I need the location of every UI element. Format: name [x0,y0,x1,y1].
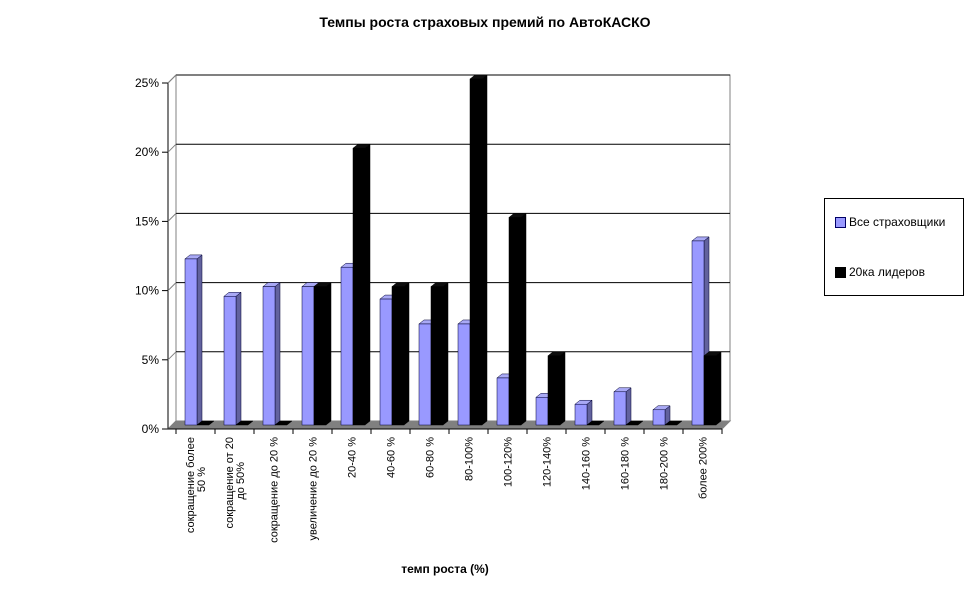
legend-item-all-insurers: Все страховщики [835,215,945,229]
bar [391,286,405,426]
y-tick-label: 10% [135,284,159,298]
bar [535,397,549,426]
y-tick-depth-edge [167,351,177,361]
bar [469,78,483,426]
bar-zero [586,420,605,426]
y-tick-depth-edge [167,282,177,291]
x-category-label: 140-160 % [581,437,593,490]
bar [613,391,627,426]
bar [457,323,471,426]
bar-side [520,212,527,426]
y-tick-label: 25% [135,76,159,90]
bar [301,286,315,426]
bar [574,403,588,426]
x-category-label: 40-60 % [386,437,398,478]
bar-side [364,143,371,426]
bar-zero [664,420,683,426]
x-category-label: 80-100% [464,437,476,481]
chart-back-wall [175,74,731,422]
x-category-label: 120-140% [542,437,554,487]
bar-side [625,387,632,426]
bar-zero [274,420,293,426]
bar-side [235,291,242,426]
bar-side [481,74,488,426]
bar-side [715,351,722,426]
x-category-label: сокращение более50 % [185,437,208,533]
legend-swatch-top20 [835,266,846,278]
bar-zero [235,420,254,426]
bar [418,323,432,426]
bar [223,296,237,426]
chart-title: Темпы роста страховых премий по АвтоКАСК… [319,14,651,30]
legend-swatch-all-insurers [835,216,846,228]
bar-side [196,254,203,426]
bar [508,217,522,426]
bar [496,377,510,426]
bar-side [403,282,410,426]
bar [352,147,366,426]
y-tick-depth-edge [167,420,177,430]
legend: Все страховщики 20ка лидеров [824,198,964,296]
bar [262,286,276,426]
x-category-label: 160-180 % [620,437,632,490]
y-tick-label: 20% [135,145,159,159]
bar [379,298,393,426]
x-axis-title: темп роста (%) [401,562,489,576]
y-tick-label: 0% [142,422,160,436]
y-tick-label: 15% [135,214,159,228]
bar [703,355,717,426]
x-category-label: увеличение до 20 % [308,437,320,541]
x-category-label: сокращение до 20 % [269,437,281,543]
x-category-label: 60-80 % [425,437,437,478]
bar [184,258,198,426]
bar [340,266,354,426]
legend-label: 20ка лидеров [849,265,925,279]
legend-item-top20: 20ка лидеров [835,265,925,279]
bar-zero [625,420,644,426]
x-category-label: 100-120% [503,437,515,487]
x-category-label: сокращение от 20до 50% [224,437,247,528]
bar [313,286,327,426]
legend-label: Все страховщики [849,215,946,229]
bar-side [274,282,281,426]
bar-zero [196,420,215,426]
y-tick-depth-edge [167,143,177,153]
bar [691,240,705,426]
bar-side [442,282,449,426]
x-category-label: 20-40 % [347,437,359,478]
bar-side [325,282,332,426]
bar [547,355,561,426]
y-tick-depth-edge [167,213,177,222]
y-tick-label: 5% [142,353,160,367]
bar [430,286,444,426]
bar [652,409,666,426]
x-category-label: 180-200 % [659,437,671,490]
x-category-label: более 200% [698,437,710,499]
bar-side [559,351,566,426]
chart-floor [166,420,732,430]
y-tick-depth-edge [167,74,177,84]
